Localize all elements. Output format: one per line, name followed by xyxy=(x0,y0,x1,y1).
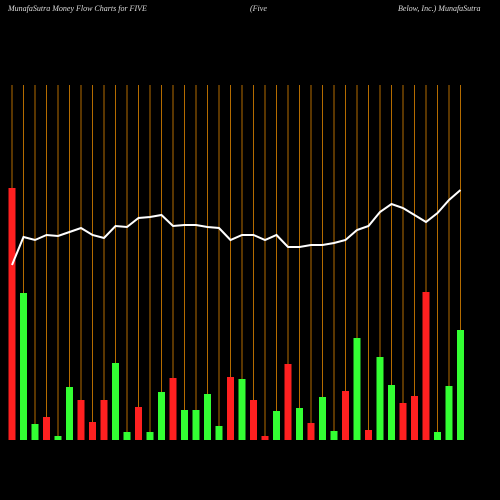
bar xyxy=(330,431,338,440)
bar xyxy=(250,400,257,440)
bar xyxy=(54,436,62,440)
bar xyxy=(411,396,418,440)
bar xyxy=(20,293,27,440)
bar xyxy=(457,330,464,440)
bar xyxy=(135,407,142,440)
bar xyxy=(112,363,119,440)
bar xyxy=(399,403,407,440)
bar xyxy=(66,387,73,440)
bar xyxy=(8,188,16,440)
bar xyxy=(261,436,269,440)
bar xyxy=(422,292,430,440)
bar xyxy=(146,432,154,440)
bar xyxy=(353,338,361,440)
bar xyxy=(158,392,165,440)
bar xyxy=(192,410,200,440)
bar xyxy=(89,422,96,440)
chart-title: MunafaSutra Money Flow Charts for FIVE xyxy=(7,4,147,13)
bar xyxy=(319,397,326,440)
bar xyxy=(43,417,50,440)
bar xyxy=(273,411,280,440)
bar xyxy=(445,386,453,440)
chart-title-right: Below, Inc.) MunafaSutra xyxy=(398,4,481,13)
money-flow-line xyxy=(11,189,462,266)
bar xyxy=(31,424,39,440)
bar xyxy=(296,408,303,440)
bar xyxy=(123,432,131,440)
bar xyxy=(227,377,234,440)
bar xyxy=(100,400,108,440)
bar xyxy=(434,432,441,440)
bar xyxy=(77,400,85,440)
bar xyxy=(342,391,349,440)
bar xyxy=(388,385,395,440)
bar xyxy=(204,394,211,440)
bar xyxy=(284,364,292,440)
bar xyxy=(307,423,315,440)
bar xyxy=(238,379,246,440)
bar xyxy=(169,378,177,440)
chart-title-middle: (Five xyxy=(250,4,267,13)
bar xyxy=(376,357,384,440)
bar xyxy=(181,410,188,440)
bar xyxy=(215,426,223,440)
bar xyxy=(365,430,372,440)
